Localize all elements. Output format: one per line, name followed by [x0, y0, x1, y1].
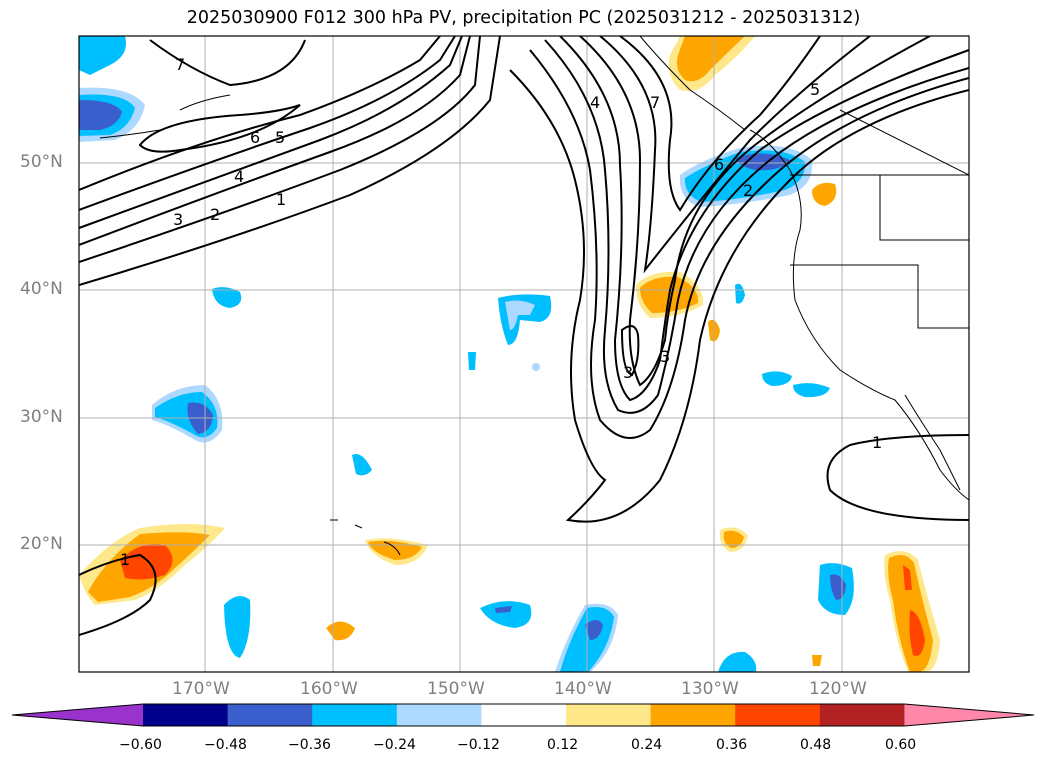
- contour-label: 5: [275, 128, 285, 147]
- lat-label: 30°N: [20, 407, 63, 427]
- lat-label: 40°N: [20, 279, 63, 299]
- lat-label: 20°N: [20, 534, 63, 554]
- contour-label: 5: [810, 80, 820, 99]
- contour-label: 3: [623, 363, 633, 382]
- colorbar-tick-label: −0.12: [457, 737, 500, 753]
- contour-label: 6: [714, 155, 724, 174]
- contour-label: 4: [590, 93, 600, 112]
- colorbar-tick-label: −0.60: [119, 737, 162, 753]
- contour-label: 4: [234, 167, 244, 186]
- contour-label: 1: [120, 550, 130, 569]
- plot-frame: [78, 35, 970, 673]
- colorbar-segment: [819, 704, 905, 726]
- lat-label: 50°N: [20, 152, 63, 172]
- colorbar-segment: [143, 704, 229, 726]
- lon-label: 140°W: [554, 679, 612, 699]
- colorbar-segment: [566, 704, 652, 726]
- colorbar-outline: [11, 703, 1035, 727]
- colorbar-segment: [396, 704, 482, 726]
- contour-label: 2: [743, 181, 753, 200]
- colorbar-segment: [227, 704, 313, 726]
- coastlines: [99, 36, 969, 556]
- colorbar-extend-min: [12, 704, 143, 726]
- contour-label: 1: [872, 433, 882, 452]
- contour-label: 2: [210, 205, 220, 224]
- colorbar-tick-label: 0.48: [800, 737, 832, 753]
- contour-label: 1: [276, 190, 286, 209]
- colorbar-segment: [312, 704, 398, 726]
- colorbar-tick-label: −0.36: [288, 737, 331, 753]
- colorbar: [11, 703, 1035, 727]
- lon-label: 170°W: [172, 679, 230, 699]
- contour-label: 7: [175, 55, 185, 74]
- lon-label: 160°W: [300, 679, 358, 699]
- colorbar-tick-label: 0.12: [547, 737, 579, 753]
- map-title: 2025030900 F012 300 hPa PV, precipitatio…: [186, 8, 861, 28]
- colorbar-segment: [650, 704, 736, 726]
- lon-label: 120°W: [809, 679, 867, 699]
- colorbar-segment: [735, 704, 821, 726]
- colorbar-tick-label: 0.60: [885, 737, 917, 753]
- contour-label: 6: [250, 128, 260, 147]
- graticule: [79, 36, 969, 672]
- colorbar-tick-label: 0.24: [631, 737, 663, 753]
- colorbar-tick-label: 0.36: [716, 737, 748, 753]
- colorbar-tick-label: −0.48: [204, 737, 247, 753]
- colorbar-extend-max: [904, 704, 1034, 726]
- contour-label: 3: [660, 347, 670, 366]
- colorbar-segment: [481, 704, 567, 726]
- colorbar-tick-label: −0.24: [373, 737, 416, 753]
- lon-label: 150°W: [427, 679, 485, 699]
- contour-labels: 7 6 5 4 3 2 1 4 7 6 5 2 3 3 1 1: [120, 55, 882, 569]
- contour-label: 3: [173, 210, 183, 229]
- lon-label: 130°W: [681, 679, 739, 699]
- contour-label: 7: [650, 93, 660, 112]
- pv-contours: [79, 36, 969, 636]
